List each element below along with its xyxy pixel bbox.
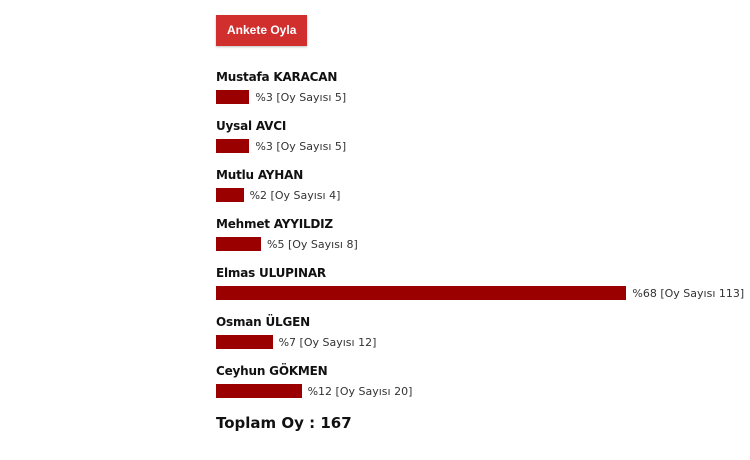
candidate-item: Osman ÜLGEN %7 [Oy Sayısı 12] <box>216 314 744 363</box>
vote-count: 113 <box>718 286 740 300</box>
percent-value: 2 <box>260 188 268 202</box>
result-label: %7 [Oy Sayısı 12] <box>278 335 377 349</box>
candidate-item: Mustafa KARACAN %3 [Oy Sayısı 5] <box>216 69 744 118</box>
result-label: %3 [Oy Sayısı 5] <box>255 139 347 153</box>
percent-value: 68 <box>642 286 657 300</box>
result-label: %68 [Oy Sayısı 113] <box>632 286 745 300</box>
percent-value: 3 <box>265 139 273 153</box>
vote-count-label: Oy Sayısı <box>280 139 332 153</box>
vote-count-label: Oy Sayısı <box>303 335 355 349</box>
vote-count-label: Oy Sayısı <box>292 237 343 251</box>
result-bar <box>216 139 250 153</box>
result-label: %2 [Oy Sayısı 4] <box>249 188 341 202</box>
result-bar <box>216 384 302 398</box>
vote-count-label: Oy Sayısı <box>339 384 391 398</box>
candidate-name: Osman ÜLGEN <box>216 315 310 329</box>
result-row: %12 [Oy Sayısı 20] <box>216 383 744 399</box>
candidate-name: Mehmet AYYILDIZ <box>216 217 333 231</box>
percent-value: 5 <box>277 237 285 251</box>
percent-value: 3 <box>265 90 273 104</box>
result-row: %3 [Oy Sayısı 5] <box>216 138 744 154</box>
vote-count: 8 <box>346 237 354 251</box>
candidate-name: Mutlu AYHAN <box>216 168 304 182</box>
vote-count: 4 <box>329 188 337 202</box>
candidate-name: Uysal AVCI <box>216 119 287 133</box>
vote-poll-button[interactable]: Ankete Oyla <box>216 15 308 46</box>
poll-results: Ankete Oyla Mustafa KARACAN %3 [Oy Sayıs… <box>216 15 744 432</box>
result-bar <box>216 237 261 251</box>
candidate-item: Elmas ULUPINAR %68 [Oy Sayısı 113] <box>216 265 744 314</box>
result-row: %68 [Oy Sayısı 113] <box>216 285 744 301</box>
vote-count-label: Oy Sayısı <box>280 90 332 104</box>
vote-count: 20 <box>394 384 409 398</box>
result-bar <box>216 286 627 300</box>
result-row: %2 [Oy Sayısı 4] <box>216 187 744 203</box>
result-bar <box>216 188 244 202</box>
candidate-item: Uysal AVCI %3 [Oy Sayısı 5] <box>216 118 744 167</box>
result-row: %5 [Oy Sayısı 8] <box>216 236 744 252</box>
result-label: %5 [Oy Sayısı 8] <box>267 237 358 251</box>
vote-count: 5 <box>334 139 342 153</box>
candidate-item: Mehmet AYYILDIZ %5 [Oy Sayısı 8] <box>216 216 744 265</box>
vote-count: 5 <box>334 90 342 104</box>
vote-count-label: Oy Sayısı <box>274 188 326 202</box>
total-votes: Toplam Oy : 167 <box>216 414 352 432</box>
candidate-name: Mustafa KARACAN <box>216 70 338 84</box>
candidate-list: Mustafa KARACAN %3 [Oy Sayısı 5] Uysal A… <box>216 69 744 412</box>
candidate-name: Ceyhun GÖKMEN <box>216 364 328 378</box>
result-bar <box>216 90 250 104</box>
vote-count-label: Oy Sayısı <box>664 286 716 300</box>
result-bar <box>216 335 273 349</box>
percent-value: 12 <box>318 384 333 398</box>
candidate-item: Mutlu AYHAN %2 [Oy Sayısı 4] <box>216 167 744 216</box>
result-row: %7 [Oy Sayısı 12] <box>216 334 744 350</box>
result-label: %12 [Oy Sayısı 20] <box>307 384 413 398</box>
result-row: %3 [Oy Sayısı 5] <box>216 89 744 105</box>
vote-count: 12 <box>358 335 373 349</box>
candidate-item: Ceyhun GÖKMEN %12 [Oy Sayısı 20] <box>216 363 744 412</box>
result-label: %3 [Oy Sayısı 5] <box>255 90 347 104</box>
percent-value: 7 <box>289 335 297 349</box>
candidate-name: Elmas ULUPINAR <box>216 266 326 280</box>
